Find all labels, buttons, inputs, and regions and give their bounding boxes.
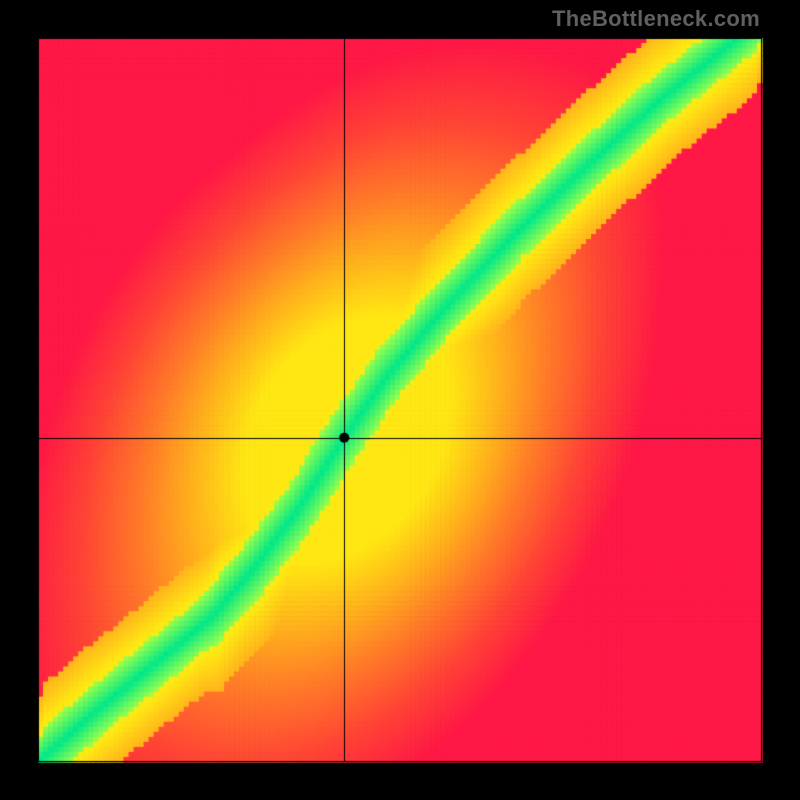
watermark-text: TheBottleneck.com — [552, 6, 760, 32]
bottleneck-heatmap — [0, 0, 800, 800]
